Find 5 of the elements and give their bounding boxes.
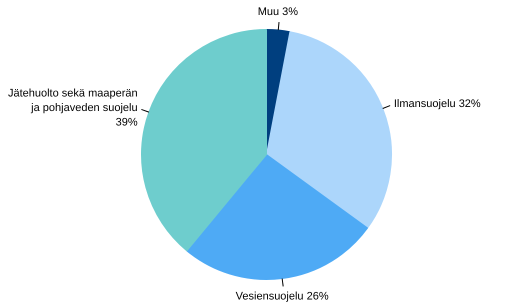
slice-label: Muu 3% — [258, 6, 298, 18]
slice-label: Vesiensuojelu 26% — [236, 290, 329, 302]
data-label: 39% — [116, 116, 138, 128]
slice-label: Jätehuolto sekä maaperän ja pohjaveden suojelu — [8, 88, 138, 114]
slice-label: Ilmansuojelu 32% — [394, 98, 481, 110]
